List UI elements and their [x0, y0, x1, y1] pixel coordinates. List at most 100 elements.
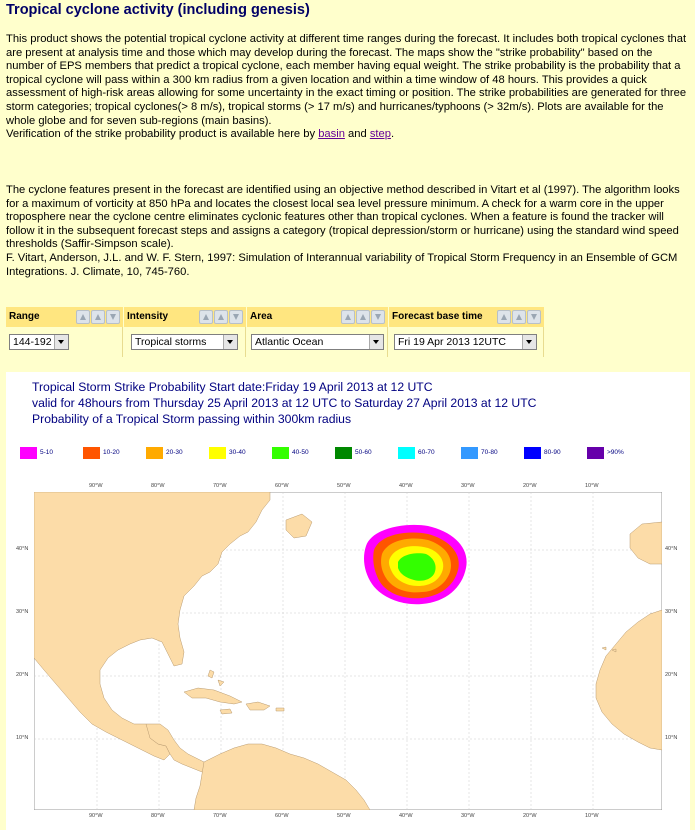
contour-40-50 — [398, 553, 436, 581]
area-header: Area — [247, 307, 388, 327]
range-down-icon[interactable] — [106, 310, 120, 324]
figure-title-line2: valid for 48hours from Thursday 25 April… — [32, 396, 537, 410]
verification-suffix: . — [390, 128, 395, 141]
atlantic-map — [34, 492, 662, 810]
step-link[interactable]: step — [369, 128, 391, 141]
base-time-select[interactable]: Fri 19 Apr 2013 12UTC — [394, 334, 537, 350]
chevron-down-icon[interactable] — [522, 335, 536, 349]
longitude-label: 70°W — [213, 813, 227, 819]
legend-swatch — [461, 447, 478, 459]
area-down-icon[interactable] — [371, 310, 385, 324]
intensity-down-icon[interactable] — [229, 310, 243, 324]
page-title: Tropical cyclone activity (including gen… — [6, 2, 310, 18]
range-select[interactable]: 144-192 — [9, 334, 69, 350]
chevron-down-icon[interactable] — [369, 335, 383, 349]
legend-label: 20-30 — [166, 449, 183, 456]
longitude-label: 50°W — [337, 483, 351, 489]
range-first-icon[interactable] — [76, 310, 90, 324]
legend-swatch — [146, 447, 163, 459]
longitude-label: 20°W — [523, 483, 537, 489]
verification-prefix: Verification of the strike probability p… — [6, 128, 319, 141]
north-america — [34, 492, 271, 761]
legend-label: 60-70 — [418, 449, 435, 456]
legend-label: >90% — [607, 449, 624, 456]
longitude-label: 50°W — [337, 813, 351, 819]
longitude-label: 80°W — [151, 483, 165, 489]
latitude-label: 10°N — [665, 735, 678, 741]
intensity-value: Tropical storms — [135, 336, 207, 348]
latitude-label: 30°N — [665, 609, 678, 615]
jamaica — [219, 708, 233, 715]
base-time-up-icon[interactable] — [512, 310, 526, 324]
legend-label: 10-20 — [103, 449, 120, 456]
latitude-label: 40°N — [16, 546, 29, 552]
longitude-label: 70°W — [213, 483, 227, 489]
intensity-header: Intensity — [124, 307, 246, 327]
range-up-icon[interactable] — [91, 310, 105, 324]
storm-probability-contours — [364, 524, 467, 605]
legend-label: 30-40 — [229, 449, 246, 456]
intensity-body: Tropical storms — [124, 327, 246, 357]
longitude-label: 60°W — [275, 813, 289, 819]
legend-label: 40-50 — [292, 449, 309, 456]
chevron-down-icon[interactable] — [223, 335, 237, 349]
base-time-value: Fri 19 Apr 2013 12UTC — [398, 336, 506, 348]
area-select[interactable]: Atlantic Ocean — [251, 334, 384, 350]
basin-link[interactable]: basin — [318, 128, 345, 141]
intro-paragraph: This product shows the potential tropica… — [6, 33, 690, 142]
latitude-label: 30°N — [16, 609, 29, 615]
verification-and: and — [344, 128, 370, 141]
strike-probability-figure: Tropical Storm Strike Probability Start … — [6, 372, 690, 830]
range-value: 144-192 — [13, 336, 52, 348]
land-masses — [34, 492, 662, 810]
bahamas — [207, 669, 225, 687]
area-first-icon[interactable] — [341, 310, 355, 324]
intensity-first-icon[interactable] — [199, 310, 213, 324]
base-time-label: Forecast base time — [392, 311, 483, 322]
legend-swatch — [272, 447, 289, 459]
base-time-control: Forecast base time Fri 19 Apr 2013 12UTC — [389, 307, 544, 357]
legend-swatch — [524, 447, 541, 459]
reference-text: F. Vitart, Anderson, J.L. and W. F. Ster… — [6, 251, 678, 278]
intensity-up-icon[interactable] — [214, 310, 228, 324]
range-label: Range — [9, 311, 40, 322]
legend-swatch — [335, 447, 352, 459]
method-text: The cyclone features present in the fore… — [6, 184, 680, 251]
africa — [595, 609, 662, 751]
figure-title-line3: Probability of a Tropical Storm passing … — [32, 412, 352, 426]
iberia — [629, 521, 662, 565]
chevron-down-icon[interactable] — [54, 335, 68, 349]
legend-label: 80-90 — [544, 449, 561, 456]
hispaniola — [245, 701, 271, 711]
south-america — [193, 743, 371, 810]
latitude-label: 20°N — [16, 672, 29, 678]
product-controls: Range 144-192 Intensity Tro — [6, 307, 544, 357]
legend-swatch — [20, 447, 37, 459]
legend-label: 5-10 — [40, 449, 54, 456]
figure-title-line1: Tropical Storm Strike Probability Start … — [32, 380, 433, 394]
longitude-label: 10°W — [585, 483, 599, 489]
intensity-select[interactable]: Tropical storms — [131, 334, 238, 350]
longitude-label: 20°W — [523, 813, 537, 819]
longitude-label: 60°W — [275, 483, 289, 489]
area-label: Area — [250, 311, 273, 322]
legend-label: 70-80 — [481, 449, 498, 456]
latitude-label: 10°N — [16, 735, 29, 741]
intro-text: This product shows the potential tropica… — [6, 33, 687, 127]
legend-swatch — [209, 447, 226, 459]
legend-label: 50-60 — [355, 449, 372, 456]
method-paragraph: The cyclone features present in the fore… — [6, 184, 690, 279]
newfoundland — [285, 513, 313, 539]
base-time-body: Fri 19 Apr 2013 12UTC — [389, 327, 544, 357]
range-body: 144-192 — [6, 327, 123, 357]
legend-swatch — [398, 447, 415, 459]
range-control: Range 144-192 — [6, 307, 123, 357]
puerto-rico — [275, 707, 285, 712]
area-up-icon[interactable] — [356, 310, 370, 324]
longitude-label: 40°W — [399, 813, 413, 819]
legend-swatch — [587, 447, 604, 459]
base-time-down-icon[interactable] — [527, 310, 541, 324]
intensity-control: Intensity Tropical storms — [124, 307, 246, 357]
area-control: Area Atlantic Ocean — [247, 307, 388, 357]
base-time-first-icon[interactable] — [497, 310, 511, 324]
